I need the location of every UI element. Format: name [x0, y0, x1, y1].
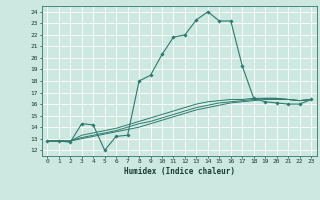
X-axis label: Humidex (Indice chaleur): Humidex (Indice chaleur) — [124, 167, 235, 176]
